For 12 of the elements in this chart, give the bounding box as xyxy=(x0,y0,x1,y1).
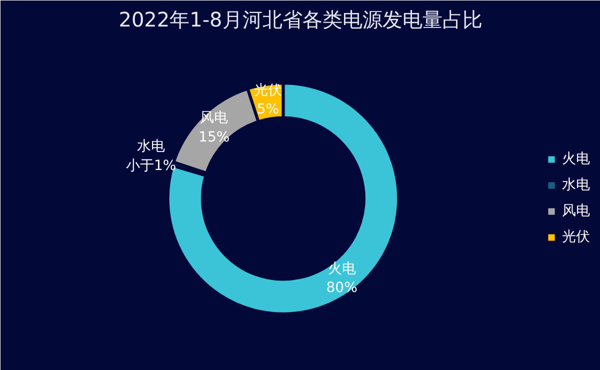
chart-title: 2022年1-8月河北省各类电源发电量占比 xyxy=(118,8,482,32)
slice-label: 水电 xyxy=(137,138,166,155)
slice-label: 光伏 xyxy=(254,82,282,98)
slice-label: 火电 xyxy=(328,260,356,277)
slice-label: 风电 xyxy=(200,110,228,126)
legend-label: 光伏 xyxy=(562,228,590,246)
legend-label: 风电 xyxy=(562,202,590,220)
data-label: 小于1% xyxy=(126,158,176,174)
legend-label: 火电 xyxy=(562,150,590,168)
data-label: 5% xyxy=(256,102,280,118)
data-label: 15% xyxy=(198,129,230,146)
legend-label: 水电 xyxy=(562,176,590,194)
